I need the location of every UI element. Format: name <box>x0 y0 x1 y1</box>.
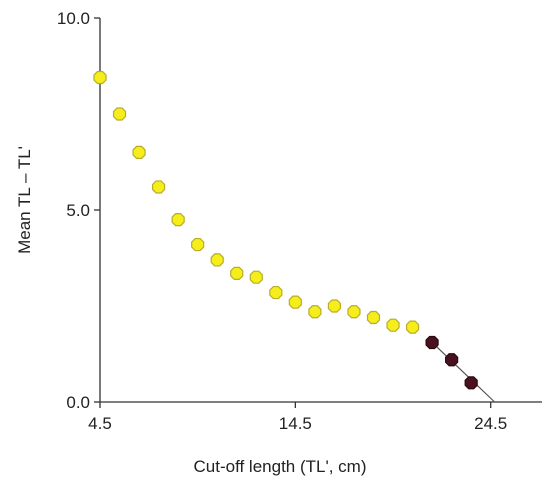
data-point-yellow <box>386 318 400 332</box>
data-point-yellow <box>132 145 146 160</box>
y-axis-title: Mean TL – TL' <box>15 146 34 254</box>
y-tick-label: 0.0 <box>66 393 90 412</box>
data-point-yellow <box>191 237 205 252</box>
trend-line <box>427 338 496 403</box>
data-point-yellow <box>405 320 420 334</box>
x-tick-label: 14.5 <box>279 414 312 433</box>
x-axis-title: Cut-off length (TL', cm) <box>194 457 367 476</box>
data-point-yellow <box>347 305 361 319</box>
data-point-yellow <box>230 266 244 280</box>
data-point-dark <box>425 335 439 350</box>
x-tick-label: 4.5 <box>88 414 112 433</box>
data-point-yellow <box>93 70 107 85</box>
data-point-dark <box>464 376 478 390</box>
data-point-yellow <box>112 107 127 121</box>
data-point-yellow <box>327 299 342 313</box>
data-point-dark <box>445 353 459 367</box>
y-tick-label: 5.0 <box>66 201 90 220</box>
data-points <box>93 70 478 390</box>
data-point-yellow <box>249 270 263 284</box>
data-point-yellow <box>152 180 166 194</box>
data-point-yellow <box>288 295 302 309</box>
data-point-yellow <box>366 310 381 325</box>
data-point-yellow <box>210 253 224 267</box>
trend-line-layer <box>427 338 496 403</box>
data-point-yellow <box>171 212 185 227</box>
y-tick-label: 10.0 <box>57 9 90 28</box>
data-point-yellow <box>269 285 283 300</box>
axes: 0.0 5.0 10.0 4.5 14.5 24.5 <box>57 9 542 433</box>
data-point-yellow <box>308 305 322 319</box>
x-tick-label: 24.5 <box>474 414 507 433</box>
